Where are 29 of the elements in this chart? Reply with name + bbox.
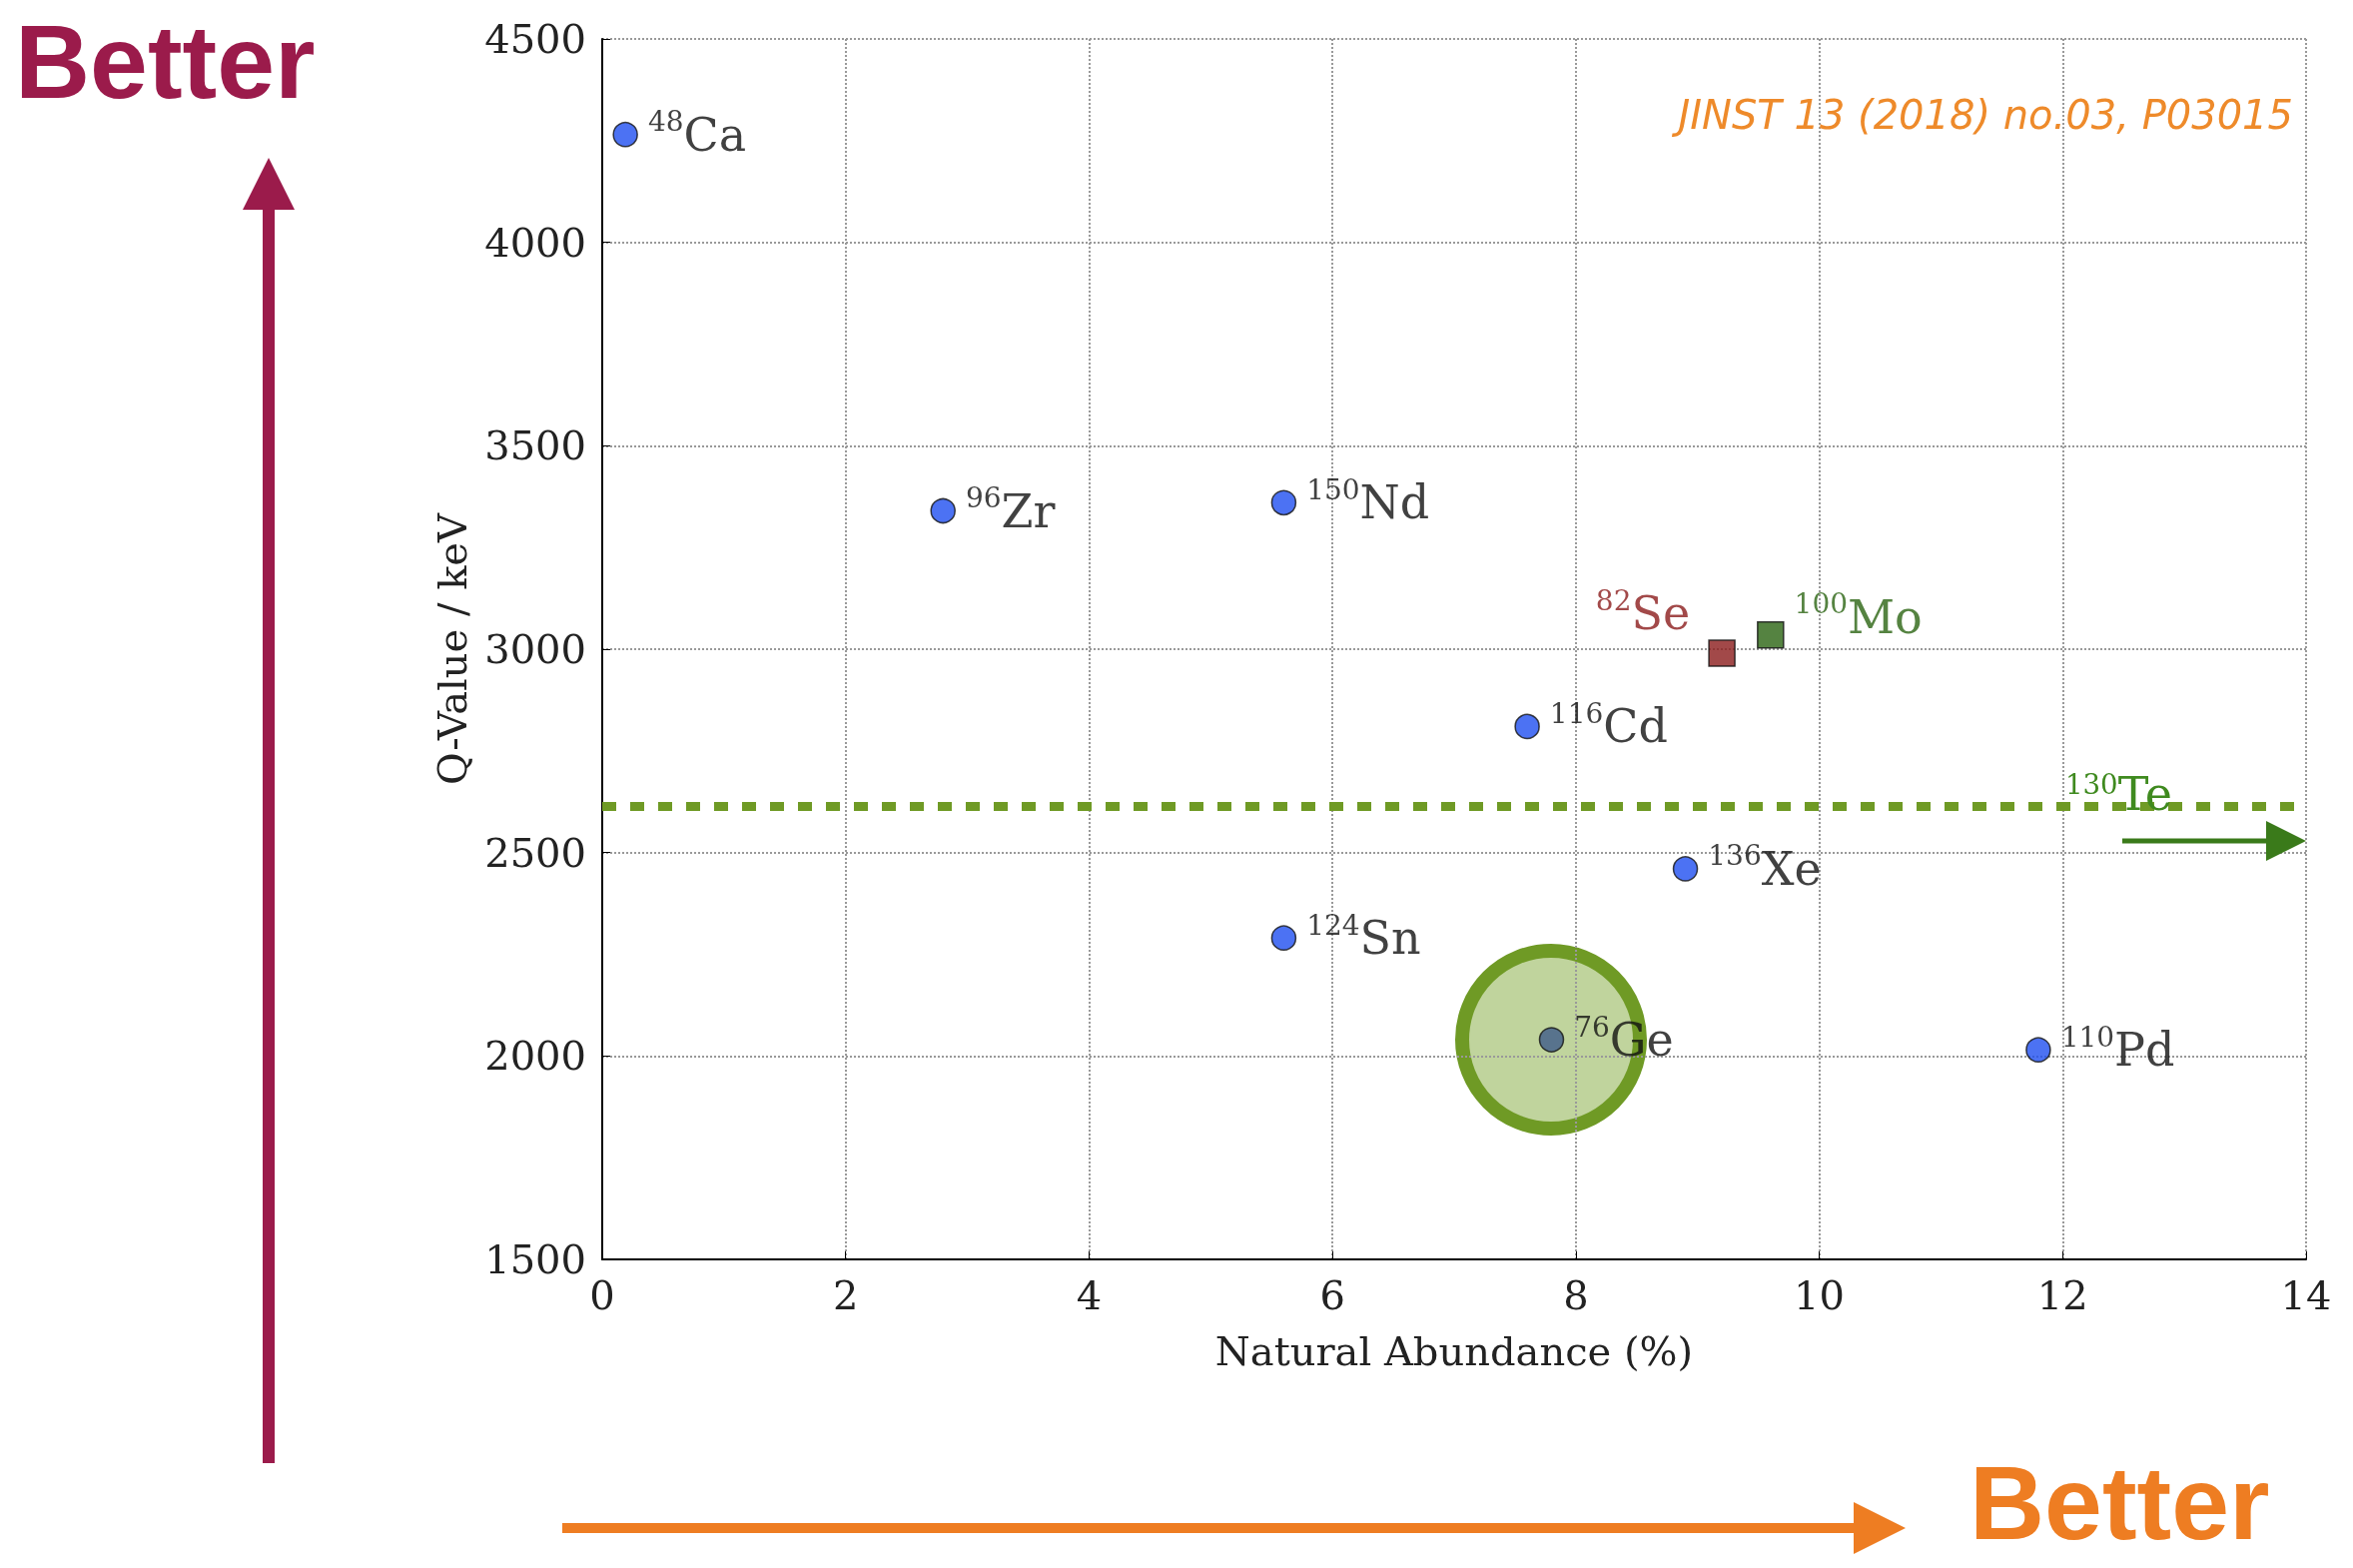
x-tick-label: 2 [832,1272,859,1318]
point [1757,620,1785,649]
y-tick-label: 2000 [484,1033,586,1080]
point [1270,489,1297,516]
x-tick-label: 4 [1076,1272,1103,1318]
x-tick-label: 10 [1794,1272,1846,1318]
point [612,121,638,148]
text: Better [15,4,316,120]
y-tick-label: 3500 [484,422,586,469]
x-tick-label: 8 [1563,1272,1589,1318]
x-tick-label: 14 [2280,1272,2332,1318]
point [1270,925,1297,951]
y-tick-label: 1500 [484,1236,586,1282]
annotation: $^{130}$Te [2065,767,2173,821]
x-axis-title: Natural Abundance (%) [1214,1328,1694,1374]
point [2025,1037,2051,1063]
y-tick-label: 4000 [484,219,586,266]
x-tick-label: 12 [2036,1272,2088,1318]
y-axis-title: Q-Value / keV [429,511,475,785]
y-tick-label: 2500 [484,829,586,876]
point [1672,856,1699,882]
y-tick-label: 4500 [484,16,586,62]
x-tick-label: 0 [589,1272,615,1318]
x-tick-label: 6 [1319,1272,1345,1318]
point [930,497,956,524]
point [1514,713,1540,740]
text: Better [1969,1445,2270,1561]
y-tick-label: 3000 [484,626,586,672]
point [1708,639,1736,667]
